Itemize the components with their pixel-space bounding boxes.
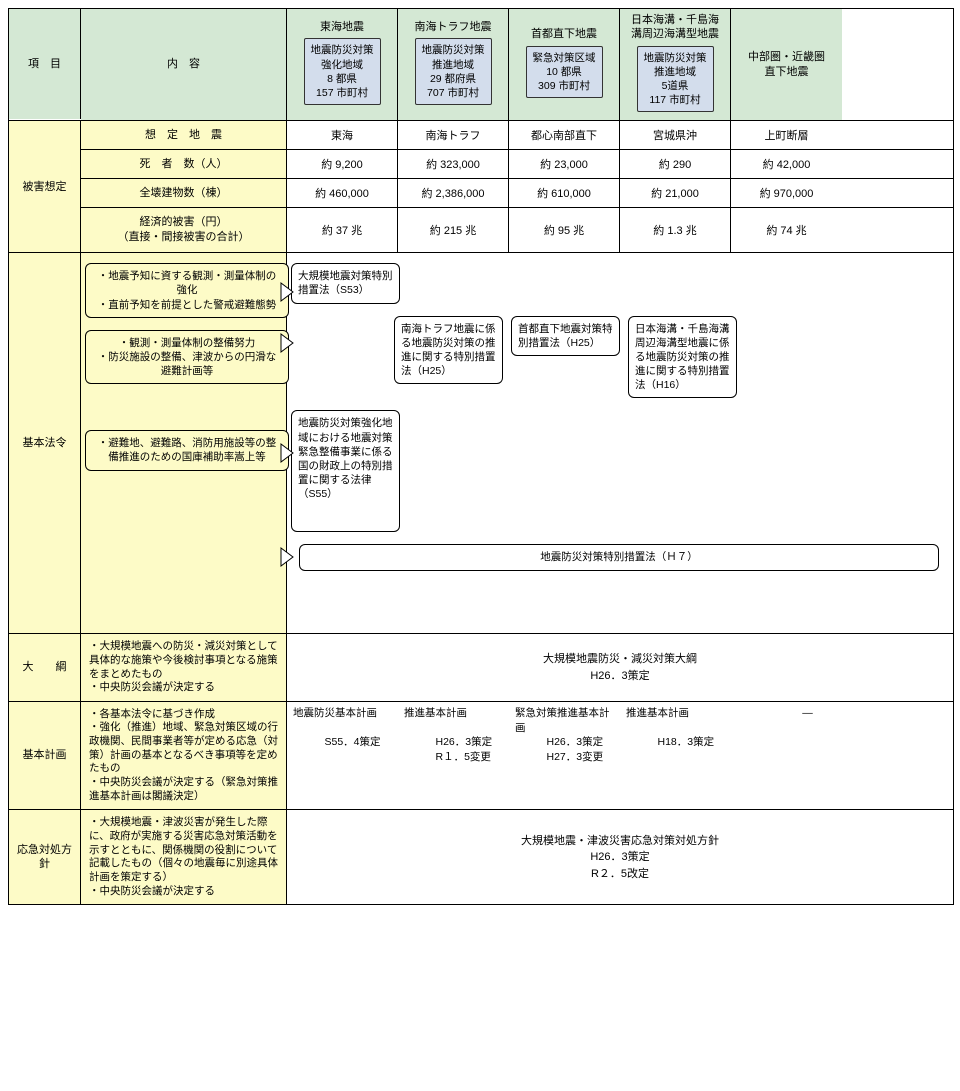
damage-2-4: 約 970,000 bbox=[731, 179, 842, 207]
damage-0-0: 東海 bbox=[287, 121, 398, 149]
damage-1-2: 約 23,000 bbox=[509, 150, 620, 178]
damage-3-0: 約 37 兆 bbox=[287, 208, 398, 252]
damage-0-4: 上町断層 bbox=[731, 121, 842, 149]
earthquake-policy-table: 項 目 内 容 東海地震 地震防災対策 強化地域 8 都県 157 市町村 南海… bbox=[8, 8, 954, 905]
damage-section: 被害想定 想 定 地 震 東海 南海トラフ 都心南部直下 宮城県沖 上町断層 死… bbox=[9, 121, 953, 253]
damage-0-3: 宮城県沖 bbox=[620, 121, 731, 149]
damage-row-1: 死 者 数（人） 約 9,200 約 323,000 約 23,000 約 29… bbox=[81, 150, 953, 179]
header-col-0-title: 東海地震 bbox=[320, 20, 364, 34]
basic-plan-bullets: ・各基本法令に基づき作成 ・強化（推進）地域、緊急対策区域の行政機関、民間事業者… bbox=[81, 702, 287, 809]
emergency-section: 応急対処方針 ・大規模地震・津波災害が発生した際に、政府が実施する災害応急対策活… bbox=[9, 810, 953, 904]
header-col-2: 首都直下地震 緊急対策区域 10 都県 309 市町村 bbox=[509, 9, 620, 120]
law-box-1-0: 南海トラフ地震に係る地震防災対策の推進に関する特別措置法（H25） bbox=[394, 316, 503, 385]
header-col-3: 日本海溝・千島海 溝周辺海溝型地震 地震防災対策 推進地域 5道県 117 市町… bbox=[620, 9, 731, 120]
law-bullets-0: ・地震予知に資する観測・測量体制の強化 ・直前予知を前提とした警戒避難態勢 bbox=[85, 263, 289, 318]
damage-1-4: 約 42,000 bbox=[731, 150, 842, 178]
plan-4: — bbox=[731, 702, 842, 809]
damage-row-2-name: 全壊建物数（棟） bbox=[81, 179, 287, 207]
header-item: 項 目 bbox=[9, 9, 81, 119]
damage-row-1-name: 死 者 数（人） bbox=[81, 150, 287, 178]
header-col-4: 中部圏・近畿圏 直下地震 bbox=[731, 9, 842, 120]
basic-plan-section: 基本計画 ・各基本法令に基づき作成 ・強化（推進）地域、緊急対策区域の行政機関、… bbox=[9, 702, 953, 810]
outline-section: 大 綱 ・大規模地震への防災・減災対策として具体的な施策や今後検討事項となる施策… bbox=[9, 634, 953, 702]
damage-0-1: 南海トラフ bbox=[398, 121, 509, 149]
header-col-1-title: 南海トラフ地震 bbox=[415, 20, 492, 34]
law-box-1-2: 日本海溝・千島海溝周辺海溝型地震に係る地震防災対策の推進に関する特別措置法（H1… bbox=[628, 316, 737, 399]
laws-section: 基本法令 ・地震予知に資する観測・測量体制の強化 ・直前予知を前提とした警戒避難… bbox=[9, 253, 953, 634]
outline-bullets: ・大規模地震への防災・減災対策として具体的な施策や今後検討事項となる施策をまとめ… bbox=[81, 634, 287, 701]
header-col-3-sub: 地震防災対策 推進地域 5道県 117 市町村 bbox=[637, 46, 714, 113]
damage-0-2: 都心南部直下 bbox=[509, 121, 620, 149]
law-bullets-2: ・避難地、避難路、消防用施設等の整備推進のための国庫補助率嵩上等 bbox=[85, 430, 289, 470]
header-col-1-sub: 地震防災対策 推進地域 29 都府県 707 市町村 bbox=[415, 38, 492, 105]
damage-2-2: 約 610,000 bbox=[509, 179, 620, 207]
basic-plan-row: 地震防災基本計画 S55．4策定 推進基本計画 H26．3策定 R１．5変更 緊… bbox=[287, 702, 953, 809]
law-box-2-0: 地震防災対策強化地域における地震対策緊急整備事業に係る国の財政上の特別措置に関す… bbox=[291, 410, 400, 532]
outline-label: 大 綱 bbox=[9, 634, 81, 701]
damage-row-0-name: 想 定 地 震 bbox=[81, 121, 287, 149]
outline-body: 大規模地震防災・減災対策大綱 H26．3策定 bbox=[287, 634, 953, 701]
damage-2-3: 約 21,000 bbox=[620, 179, 731, 207]
damage-3-2: 約 95 兆 bbox=[509, 208, 620, 252]
header-row: 項 目 内 容 東海地震 地震防災対策 強化地域 8 都県 157 市町村 南海… bbox=[9, 9, 953, 121]
law-bullets-1: ・観測・測量体制の整備努力 ・防災施設の整備、津波からの円滑な避難計画等 bbox=[85, 330, 289, 385]
laws-bullets-column: ・地震予知に資する観測・測量体制の強化 ・直前予知を前提とした警戒避難態勢 ・観… bbox=[81, 253, 287, 633]
plan-3: 推進基本計画 H18．3策定 bbox=[620, 702, 731, 809]
header-content: 内 容 bbox=[81, 9, 287, 120]
arrow-icon bbox=[281, 283, 295, 301]
plan-0: 地震防災基本計画 S55．4策定 bbox=[287, 702, 398, 809]
emergency-label: 応急対処方針 bbox=[9, 810, 81, 904]
arrow-icon bbox=[281, 548, 295, 566]
damage-1-3: 約 290 bbox=[620, 150, 731, 178]
damage-1-1: 約 323,000 bbox=[398, 150, 509, 178]
header-col-0: 東海地震 地震防災対策 強化地域 8 都県 157 市町村 bbox=[287, 9, 398, 120]
law-box-1-1: 首都直下地震対策特別措置法（H25） bbox=[511, 316, 620, 356]
header-col-0-sub: 地震防災対策 強化地域 8 都県 157 市町村 bbox=[304, 38, 381, 105]
law-bottom-wide: 地震防災対策特別措置法（Ｈ７） bbox=[299, 544, 939, 570]
damage-3-3: 約 1.3 兆 bbox=[620, 208, 731, 252]
arrow-icon bbox=[281, 334, 295, 352]
header-col-2-title: 首都直下地震 bbox=[531, 27, 597, 41]
damage-2-1: 約 2,386,000 bbox=[398, 179, 509, 207]
laws-label: 基本法令 bbox=[9, 253, 81, 633]
law-box-0-0: 大規模地震対策特別措置法（S53） bbox=[291, 263, 400, 303]
arrow-icon bbox=[281, 444, 295, 462]
header-col-3-title: 日本海溝・千島海 溝周辺海溝型地震 bbox=[631, 13, 719, 42]
damage-subrows: 想 定 地 震 東海 南海トラフ 都心南部直下 宮城県沖 上町断層 死 者 数（… bbox=[81, 121, 953, 252]
damage-row-3-name: 経済的被害（円） （直接・間接被害の合計） bbox=[81, 208, 287, 252]
plan-2: 緊急対策推進基本計画 H26．3策定 H27．3変更 bbox=[509, 702, 620, 809]
emergency-body: 大規模地震・津波災害応急対策対処方針 H26．3策定 R２．5改定 bbox=[287, 810, 953, 904]
header-col-1: 南海トラフ地震 地震防災対策 推進地域 29 都府県 707 市町村 bbox=[398, 9, 509, 120]
laws-right-area: 大規模地震対策特別措置法（S53） 南海トラフ地震に係る地震防災対策の推進に関す… bbox=[287, 253, 953, 633]
damage-row-0: 想 定 地 震 東海 南海トラフ 都心南部直下 宮城県沖 上町断層 bbox=[81, 121, 953, 150]
damage-3-1: 約 215 兆 bbox=[398, 208, 509, 252]
damage-row-2: 全壊建物数（棟） 約 460,000 約 2,386,000 約 610,000… bbox=[81, 179, 953, 208]
damage-2-0: 約 460,000 bbox=[287, 179, 398, 207]
plan-1: 推進基本計画 H26．3策定 R１．5変更 bbox=[398, 702, 509, 809]
damage-label: 被害想定 bbox=[9, 121, 81, 252]
emergency-bullets: ・大規模地震・津波災害が発生した際に、政府が実施する災害応急対策活動を示すととも… bbox=[81, 810, 287, 904]
header-col-2-sub: 緊急対策区域 10 都県 309 市町村 bbox=[526, 46, 603, 99]
damage-1-0: 約 9,200 bbox=[287, 150, 398, 178]
header-col-4-title: 中部圏・近畿圏 直下地震 bbox=[748, 50, 825, 79]
damage-row-3: 経済的被害（円） （直接・間接被害の合計） 約 37 兆 約 215 兆 約 9… bbox=[81, 208, 953, 252]
damage-3-4: 約 74 兆 bbox=[731, 208, 842, 252]
basic-plan-label: 基本計画 bbox=[9, 702, 81, 809]
